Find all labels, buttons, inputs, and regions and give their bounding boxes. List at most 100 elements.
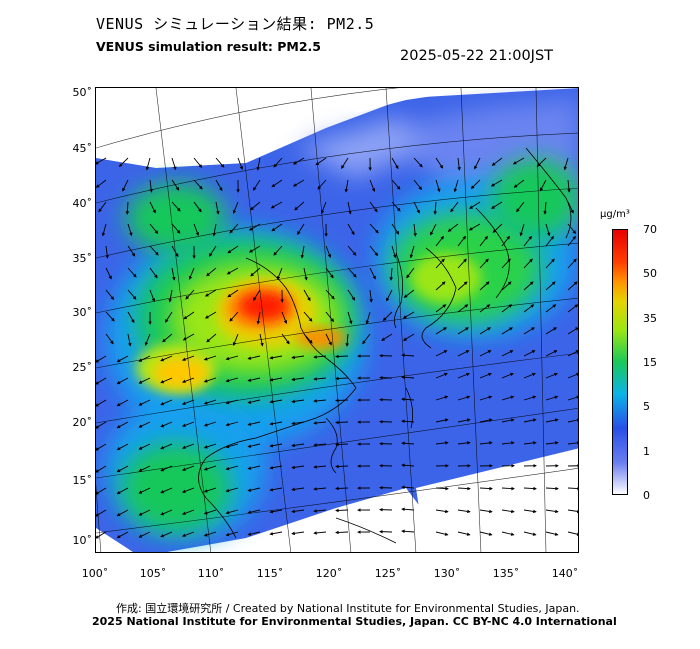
wind-arrow (403, 289, 415, 298)
wind-arrow (160, 421, 173, 428)
wind-arrow (479, 304, 491, 313)
wind-arrow (320, 201, 327, 215)
wind-arrow (116, 531, 129, 539)
wind-arrow (501, 235, 510, 247)
wind-arrow (203, 355, 217, 361)
wind-arrow (269, 355, 283, 360)
wind-arrow (171, 201, 181, 212)
wind-arrow (232, 201, 239, 214)
wind-arrow (545, 418, 559, 423)
wind-arrow (125, 201, 130, 215)
wind-arrow (519, 223, 525, 237)
colorbar-tick: 15 (643, 356, 657, 369)
wind-arrow (247, 531, 261, 536)
wind-arrow (193, 179, 203, 190)
wind-arrow (247, 399, 261, 404)
wind-arrow (127, 333, 132, 347)
wind-arrow (479, 350, 492, 357)
wind-arrow (513, 179, 525, 188)
wind-arrow (492, 223, 503, 233)
wind-arrow (215, 157, 225, 168)
wind-arrow (523, 531, 537, 536)
wind-arrow (291, 377, 305, 382)
wind-arrow (105, 333, 114, 345)
wind-arrow (501, 372, 514, 379)
wind-arrow (118, 157, 129, 168)
lon-label: 100˚ (81, 567, 109, 580)
wind-arrow (435, 372, 448, 379)
wind-arrow (162, 333, 173, 343)
wind-arrow (248, 245, 261, 253)
wind-arrow (181, 487, 195, 493)
wind-arrow (435, 281, 446, 291)
wind-arrow (491, 157, 503, 166)
wind-arrow (96, 421, 107, 429)
wind-arrow (96, 179, 107, 188)
wind-arrow (256, 311, 261, 325)
wind-arrow (160, 531, 173, 538)
wind-arrow (490, 179, 503, 187)
wind-arrow (474, 157, 481, 170)
wind-arrow (335, 420, 349, 425)
wind-arrow (450, 201, 459, 213)
wind-arrow (536, 157, 547, 167)
wind-arrow (567, 258, 577, 269)
wind-arrow (248, 223, 261, 231)
wind-arrow (297, 223, 305, 235)
wind-arrow (523, 486, 537, 491)
wind-arrow (96, 531, 107, 539)
wind-arrow (313, 487, 327, 491)
wind-arrow (291, 355, 305, 360)
wind-arrow (105, 289, 115, 300)
wind-arrow (138, 465, 151, 472)
wind-arrow (225, 399, 239, 405)
wind-arrow (457, 418, 471, 423)
wind-arrow (567, 235, 576, 247)
wind-arrow (369, 179, 376, 193)
wind-arrow (313, 421, 327, 425)
wind-arrow (300, 245, 305, 259)
wind-arrow (149, 289, 156, 303)
wind-arrow (313, 377, 327, 381)
wind-arrow (457, 281, 468, 291)
wind-arrow (313, 355, 327, 359)
wind-arrow (271, 179, 283, 188)
wind-arrow (501, 486, 515, 491)
wind-arrow (203, 487, 217, 493)
wind-arrow (409, 245, 415, 259)
wind-arrow (160, 487, 173, 494)
wind-arrow (204, 311, 217, 319)
wind-arrow (232, 333, 239, 347)
wind-arrow (303, 311, 313, 322)
wind-arrow (237, 157, 244, 171)
wind-arrow (122, 179, 129, 192)
wind-arrow (479, 327, 491, 335)
wind-arrow (313, 399, 327, 403)
wind-arrow (138, 399, 151, 406)
wind-arrow (501, 441, 515, 445)
wind-arrow (269, 399, 283, 404)
wind-arrow (269, 487, 283, 492)
wind-arrow (347, 245, 357, 256)
wind-arrow (138, 509, 151, 516)
wind-arrow (181, 399, 195, 405)
wind-arrow (96, 487, 107, 495)
wind-arrow (292, 157, 305, 165)
wind-arrow (96, 377, 107, 385)
wind-arrow (567, 372, 578, 379)
wind-arrow (567, 350, 578, 357)
wind-arrow (313, 443, 327, 447)
wind-arrow (247, 377, 261, 382)
wind-arrow (116, 377, 129, 385)
wind-arrow (479, 486, 493, 491)
wind-arrow (567, 486, 578, 491)
wind-arrow (96, 157, 107, 165)
colorbar-tick: 35 (643, 312, 657, 325)
wind-arrow (435, 486, 449, 491)
wind-arrow (160, 377, 173, 384)
wind-arrow (317, 179, 327, 190)
lon-label: 130˚ (433, 567, 461, 580)
wind-arrow (116, 509, 129, 517)
lat-label: 15˚ (72, 474, 93, 487)
wind-arrow (212, 223, 217, 237)
